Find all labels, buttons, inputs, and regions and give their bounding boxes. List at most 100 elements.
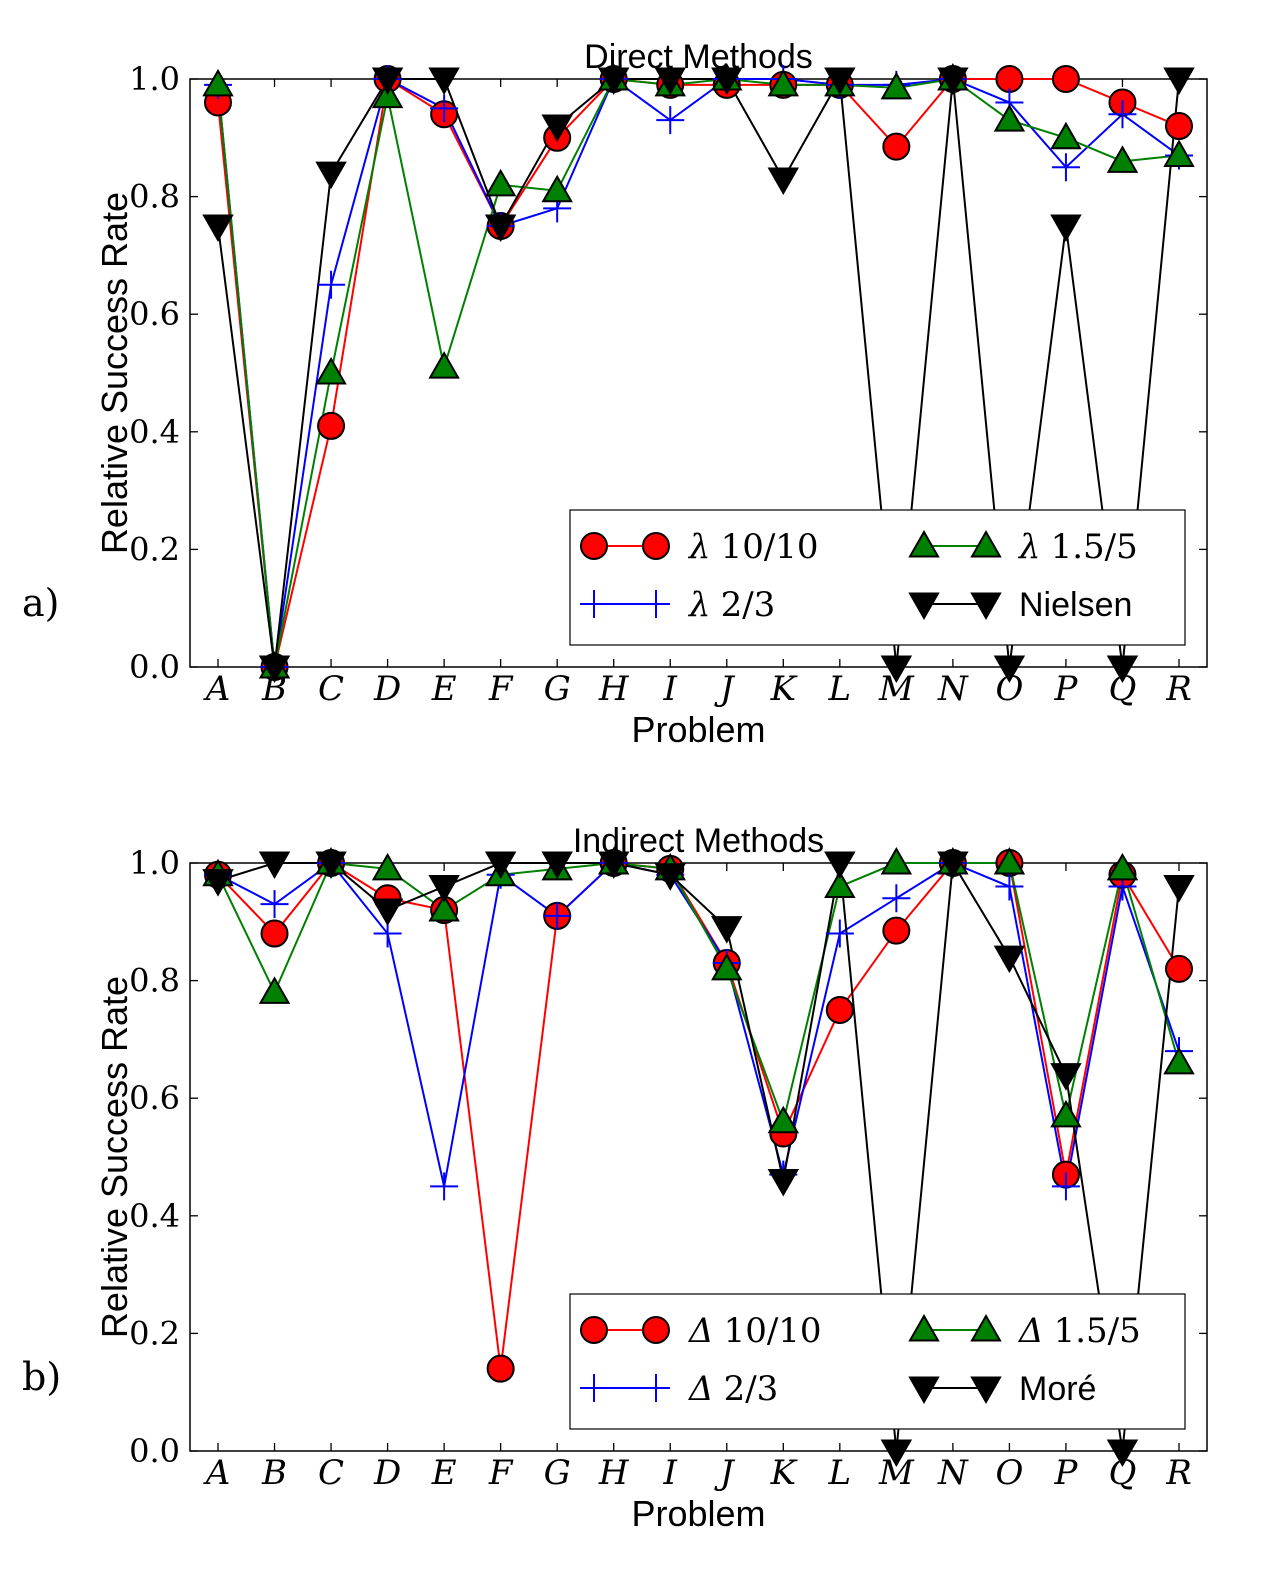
- x-tick-label: F: [488, 1453, 514, 1493]
- x-tick-label: E: [431, 669, 457, 709]
- legend-label: λ 2/3: [687, 585, 775, 625]
- data-point: [597, 851, 630, 880]
- legend-marker: [908, 1376, 940, 1405]
- y-tick-label: 0.4: [129, 1197, 180, 1235]
- data-point: [1163, 875, 1195, 903]
- y-tick-label: 0.6: [129, 295, 180, 333]
- y-axis-label: Relative Success Rate: [94, 192, 135, 554]
- data-point: [711, 67, 743, 96]
- data-point: [260, 919, 289, 948]
- data-point: [880, 655, 913, 684]
- legend-item: λ 1.5/5: [908, 527, 1138, 567]
- data-point: [1051, 153, 1080, 182]
- x-tick-label: K: [770, 669, 799, 709]
- data-point: [995, 872, 1024, 901]
- legend-label: Δ 10/10: [687, 1311, 822, 1351]
- x-tick-label: F: [488, 669, 514, 709]
- x-tick-label: C: [318, 1453, 344, 1493]
- legend-text: 2/3: [721, 585, 776, 625]
- legend-box: [569, 1293, 1186, 1430]
- y-axis-label: Relative Success Rate: [94, 976, 135, 1338]
- legend-item: λ 10/10: [580, 527, 819, 567]
- data-point: [882, 884, 911, 913]
- x-axis-label: Problem: [631, 709, 765, 750]
- legend-text: 10/10: [724, 1311, 822, 1351]
- legend-item: λ 2/3: [580, 585, 775, 625]
- x-axis-label: Problem: [631, 1493, 765, 1534]
- legend-label: λ 10/10: [687, 527, 819, 567]
- legend-text: 10/10: [721, 527, 819, 567]
- x-tick-label: N: [937, 669, 969, 709]
- data-point: [428, 875, 460, 903]
- y-tick-label: 0.0: [129, 648, 180, 686]
- data-point: [260, 890, 289, 919]
- data-point: [315, 356, 347, 385]
- legend-marker: [580, 532, 608, 560]
- data-point: [1050, 1063, 1082, 1091]
- data-point: [824, 851, 856, 880]
- data-point: [315, 851, 347, 880]
- legend-box: [569, 509, 1186, 646]
- x-tick-label: K: [770, 1453, 799, 1493]
- data-point: [1165, 112, 1193, 141]
- series-line-2: [217, 861, 1180, 1126]
- data-point: [541, 114, 573, 143]
- legend-label: Δ 1.5/5: [1017, 1311, 1141, 1351]
- legend-marker: [642, 1316, 670, 1344]
- x-tick-label: R: [1165, 669, 1192, 709]
- x-tick-label: N: [937, 1453, 969, 1493]
- data-point: [995, 65, 1024, 93]
- data-point: [430, 1172, 459, 1201]
- data-point: [1050, 1099, 1082, 1128]
- legend-item: Nielsen: [908, 586, 1132, 624]
- data-point: [484, 851, 517, 880]
- data-point: [428, 67, 460, 96]
- data-point: [1106, 1439, 1139, 1468]
- legend-label: Moré: [1019, 1370, 1096, 1408]
- data-point: [880, 71, 913, 100]
- panel-label: a): [22, 581, 59, 625]
- data-point: [1163, 67, 1195, 96]
- data-point: [258, 851, 291, 880]
- data-point: [317, 411, 346, 440]
- data-point: [202, 68, 234, 97]
- data-point: [824, 67, 856, 96]
- data-point: [1106, 852, 1139, 881]
- data-point: [1165, 954, 1193, 983]
- data-point: [711, 916, 743, 944]
- data-point: [1108, 100, 1137, 129]
- legend-item: Δ 1.5/5: [908, 1311, 1141, 1351]
- data-point: [880, 1439, 913, 1468]
- data-point: [767, 68, 800, 97]
- data-point: [882, 132, 911, 161]
- legend-text: 2/3: [724, 1369, 779, 1409]
- legend-symbol: λ: [1017, 527, 1041, 567]
- legend-marker: [970, 1313, 1002, 1342]
- data-point: [597, 67, 630, 96]
- x-tick-label: P: [1053, 1453, 1078, 1493]
- data-point: [1050, 121, 1082, 150]
- y-tick-label: 0.8: [129, 178, 180, 216]
- data-point: [993, 846, 1026, 875]
- x-tick-label: H: [598, 1453, 630, 1493]
- legend: Δ 10/10 Δ 1.5/5Δ 2/3 Moré: [569, 1293, 1186, 1430]
- x-tick-label: A: [203, 669, 231, 709]
- data-point: [543, 901, 572, 930]
- y-tick-label: 0.0: [129, 1432, 180, 1470]
- x-tick-label: L: [828, 669, 852, 709]
- y-tick-label: 0.8: [129, 962, 180, 1000]
- x-tick-label: I: [663, 669, 678, 709]
- series-group: [202, 62, 1195, 684]
- series-line-1: [217, 77, 1180, 668]
- legend-item: Δ 10/10: [580, 1311, 822, 1351]
- data-point: [371, 852, 404, 881]
- data-point: [656, 106, 685, 135]
- y-tick-label: 0.2: [129, 530, 180, 568]
- panel-label: b): [22, 1355, 61, 1399]
- series-group: [202, 846, 1195, 1468]
- y-tick-label: 1.0: [129, 844, 180, 882]
- x-tick-label: I: [663, 1453, 678, 1493]
- x-tick-label: H: [598, 669, 630, 709]
- legend-marker: [970, 592, 1002, 621]
